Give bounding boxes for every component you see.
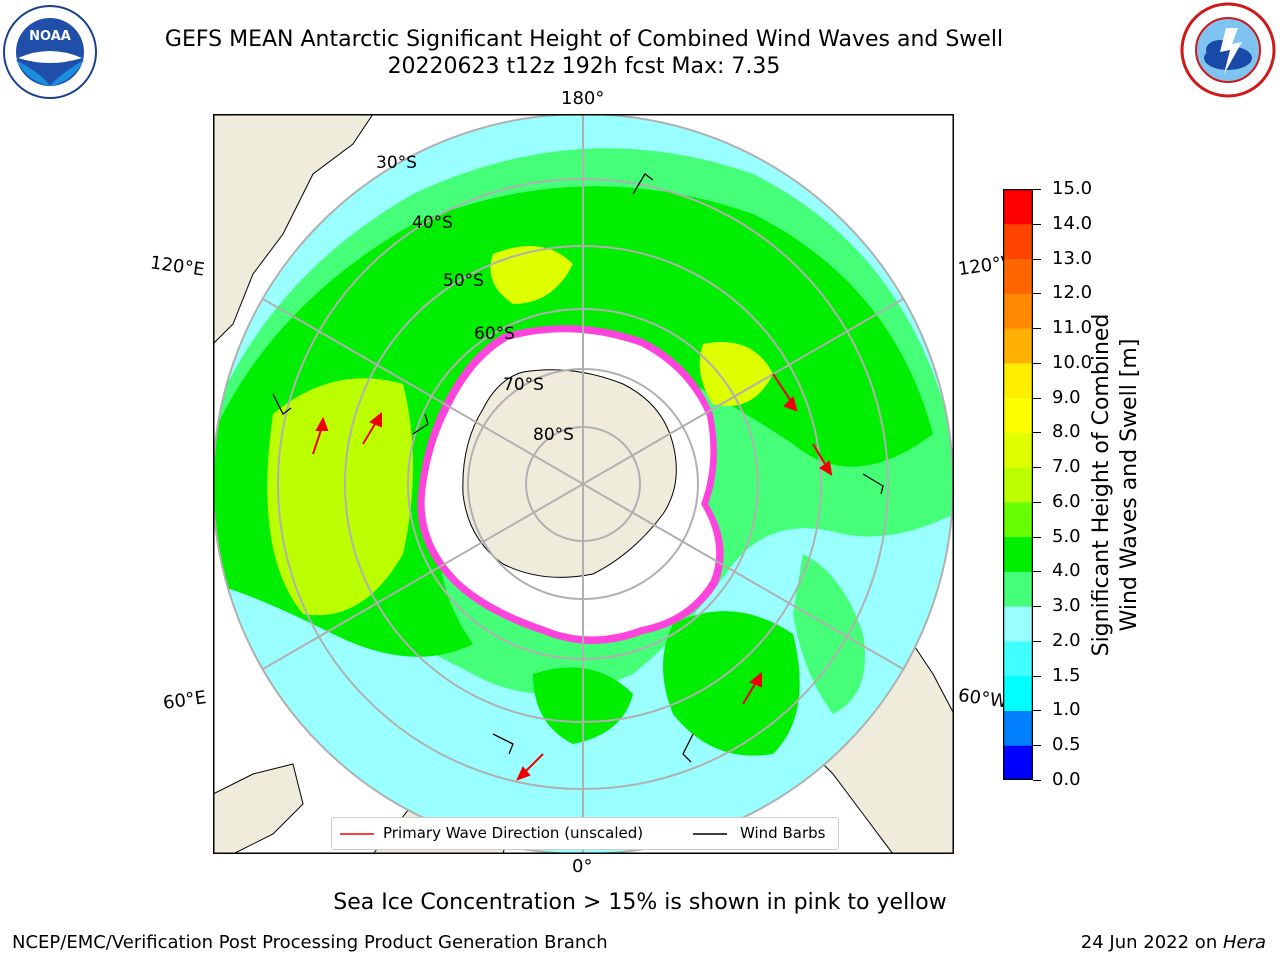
colorbar-band [1003, 571, 1033, 607]
colorbar-tick-label: 8.0 [1052, 421, 1081, 443]
colorbar-tick-label: 1.0 [1052, 699, 1081, 721]
colorbar-tick-label: 7.0 [1052, 456, 1081, 478]
map-title: GEFS MEAN Antarctic Significant Height o… [164, 27, 1004, 52]
colorbar-tick-label: 3.0 [1052, 595, 1081, 617]
lon-label-0: 0° [572, 856, 593, 877]
colorbar-band [1003, 189, 1033, 225]
lon-label-120e: 120°E [148, 252, 206, 281]
colorbar-tick-label: 0.0 [1052, 769, 1081, 790]
colorbar-tick-mark [1033, 710, 1041, 712]
colorbar-band [1003, 710, 1033, 746]
wave-arrows [312, 373, 833, 781]
colorbar-tick-mark [1033, 189, 1041, 190]
sea-ice-note: Sea Ice Concentration > 15% is shown in … [333, 890, 947, 915]
map-subtitle: 20220623 t12z 192h fcst Max: 7.35 [387, 54, 781, 79]
colorbar-tick-label: 5.0 [1052, 525, 1081, 547]
colorbar-border [1003, 189, 1033, 780]
wind-barbs [272, 173, 884, 763]
colorbar-tick-label: 6.0 [1052, 490, 1081, 512]
legend-wind-barbs: Wind Barbs [740, 824, 826, 842]
colorbar-tick-label: 2.0 [1052, 629, 1081, 651]
colorbar-tick-mark [1033, 501, 1041, 503]
colorbar-tick-mark [1033, 258, 1041, 260]
legend-barb-swatch [693, 833, 727, 835]
footer-date: 24 Jun 2022 on Hera [1081, 932, 1266, 953]
legend-arrow-swatch [340, 833, 374, 835]
colorbar-tick-mark [1033, 606, 1041, 608]
colorbar-tick-label: 13.0 [1052, 247, 1093, 269]
colorbar-tick-mark [1033, 397, 1041, 399]
colorbar-band [1003, 258, 1033, 294]
colorbar-tick-mark [1033, 432, 1041, 434]
colorbar-tick-mark [1033, 467, 1041, 469]
colorbar-band [1003, 397, 1033, 433]
noaa-logo: NOAA [3, 5, 97, 99]
colorbar-tick-mark [1033, 745, 1041, 747]
colorbar-band [1003, 223, 1033, 260]
colorbar-tick-label: 15.0 [1052, 178, 1093, 199]
colorbar-tick-mark [1033, 675, 1041, 677]
colorbar-tick-label: 10.0 [1052, 351, 1093, 373]
colorbar-label-line2: Wind Waves and Swell [m] [1117, 338, 1142, 632]
colorbar-tick-label: 4.0 [1052, 560, 1081, 582]
colorbar-band [1003, 640, 1033, 677]
colorbar-tick-mark [1033, 640, 1041, 642]
colorbar-band [1003, 536, 1033, 572]
colorbar-band [1003, 745, 1033, 780]
lon-label-180: 180° [561, 88, 605, 109]
lat-label-80s: 80°S [533, 425, 574, 445]
colorbar [1003, 189, 1033, 780]
colorbar-tick-mark [1033, 293, 1041, 295]
colorbar-band [1003, 501, 1033, 538]
colorbar-tick-label: 9.0 [1052, 386, 1081, 408]
footer-date-text: 24 Jun 2022 on [1080, 932, 1223, 953]
colorbar-tick-mark [1033, 780, 1041, 781]
colorbar-tick-mark [1033, 328, 1041, 330]
colorbar-tick-label: 0.5 [1052, 734, 1081, 756]
lon-label-120w: 120°W [956, 252, 1006, 281]
footer-host: Hera [1222, 932, 1266, 953]
svg-text:NOAA: NOAA [29, 29, 71, 44]
colorbar-tick-label: 11.0 [1052, 317, 1093, 339]
colorbar-band [1003, 675, 1033, 711]
colorbar-tick-mark [1033, 362, 1041, 364]
colorbar-band [1003, 606, 1033, 642]
lat-label-60s: 60°S [474, 324, 515, 344]
colorbar-band [1003, 467, 1033, 503]
colorbar-band [1003, 362, 1033, 399]
lon-label-60e: 60°E [161, 687, 208, 714]
legend-wave-direction: Primary Wave Direction (unscaled) [383, 824, 644, 842]
footer-credit: NCEP/EMC/Verification Post Processing Pr… [12, 932, 608, 953]
colorbar-tick-mark [1033, 571, 1041, 573]
colorbar-band [1003, 432, 1033, 468]
colorbar-band [1003, 328, 1033, 364]
colorbar-label: Significant Height of Combined Wind Wave… [1088, 314, 1144, 657]
map-legend: Primary Wave Direction (unscaled) Wind B… [331, 817, 839, 850]
lat-label-40s: 40°S [412, 213, 453, 233]
polar-map [213, 114, 954, 854]
colorbar-tick-label: 14.0 [1052, 212, 1093, 234]
lon-label-60w: 60°W [956, 684, 1006, 713]
colorbar-tick-label: 1.5 [1052, 664, 1081, 686]
nws-logo [1180, 2, 1276, 98]
lat-label-30s: 30°S [376, 153, 417, 173]
colorbar-tick-mark [1033, 223, 1041, 225]
colorbar-band [1003, 293, 1033, 329]
colorbar-label-line1: Significant Height of Combined [1089, 313, 1114, 657]
lat-label-70s: 70°S [503, 375, 544, 395]
colorbar-tick-mark [1033, 536, 1041, 538]
colorbar-tick-label: 12.0 [1052, 282, 1093, 304]
lat-label-50s: 50°S [443, 271, 484, 291]
